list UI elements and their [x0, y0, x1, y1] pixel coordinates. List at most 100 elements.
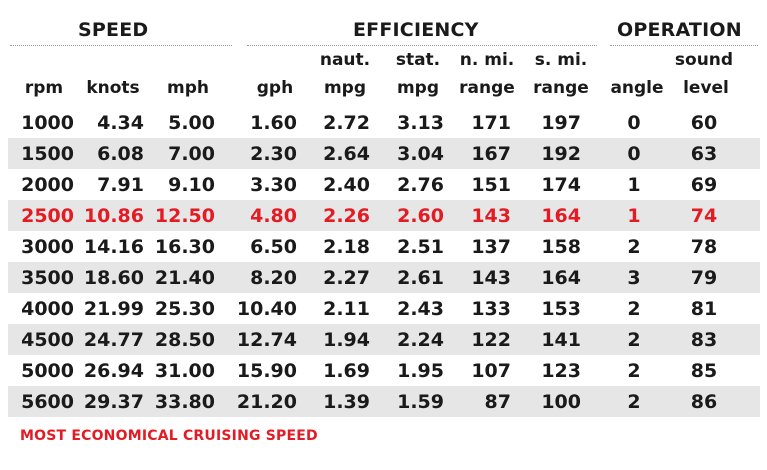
header-stat: stat. — [395, 50, 441, 70]
cell-nmi-range: 122 — [471, 329, 511, 351]
cell-gph: 12.74 — [236, 329, 297, 351]
cell-naut-mpg: 2.40 — [323, 174, 370, 196]
cell-smi-range: 174 — [541, 174, 581, 196]
cell-nmi-range: 171 — [471, 112, 511, 134]
header-rpm: rpm — [24, 78, 64, 98]
cell-gph: 4.80 — [250, 205, 297, 227]
cell-knots: 7.91 — [97, 174, 144, 196]
header-smi: s. mi. — [534, 50, 588, 70]
cell-knots: 10.86 — [83, 205, 144, 227]
cell-nmi-range: 143 — [471, 267, 511, 289]
cell-angle: 2 — [627, 236, 641, 258]
cell-stat-mpg: 2.61 — [397, 267, 444, 289]
cell-sound: 79 — [690, 267, 718, 289]
cell-angle: 2 — [627, 298, 641, 320]
group-title-operation: OPERATION — [617, 19, 742, 41]
cell-mph: 7.00 — [168, 143, 215, 165]
cell-angle: 1 — [627, 205, 641, 227]
cell-gph: 8.20 — [250, 267, 297, 289]
cell-knots: 4.34 — [97, 112, 144, 134]
cell-nmi-range: 133 — [471, 298, 511, 320]
cell-nmi-range: 137 — [471, 236, 511, 258]
cell-smi-range: 158 — [541, 236, 581, 258]
cell-angle: 0 — [627, 112, 641, 134]
header-smi-range: range — [533, 78, 589, 98]
cell-smi-range: 197 — [541, 112, 581, 134]
table-row: 5600 29.37 33.80 21.20 1.39 1.59 87 100 2 86 — [8, 386, 760, 417]
cell-rpm: 1500 — [21, 143, 74, 165]
cell-angle: 2 — [627, 360, 641, 382]
cell-mph: 28.50 — [154, 329, 215, 351]
cell-naut-mpg: 2.64 — [323, 143, 370, 165]
header-mph: mph — [167, 78, 209, 98]
cell-angle: 1 — [627, 174, 641, 196]
table-row: 1000 4.34 5.00 1.60 2.72 3.13 171 197 0 60 — [8, 107, 760, 138]
cell-knots: 29.37 — [83, 391, 144, 413]
table-row: 4500 24.77 28.50 12.74 1.94 2.24 122 141 2 83 — [8, 324, 760, 355]
cell-gph: 3.30 — [250, 174, 297, 196]
table-row: 3500 18.60 21.40 8.20 2.27 2.61 143 164 3 79 — [8, 262, 760, 293]
cell-gph: 15.90 — [236, 360, 297, 382]
table-row: 5000 26.94 31.00 15.90 1.69 1.95 107 123 2 85 — [8, 355, 760, 386]
cell-stat-mpg: 2.43 — [397, 298, 444, 320]
cell-smi-range: 141 — [541, 329, 581, 351]
cell-rpm: 3000 — [21, 236, 74, 258]
cell-naut-mpg: 2.26 — [323, 205, 370, 227]
cell-knots: 24.77 — [83, 329, 144, 351]
cell-rpm: 2500 — [21, 205, 74, 227]
cell-nmi-range: 151 — [471, 174, 511, 196]
table-row-highlighted: 2500 10.86 12.50 4.80 2.26 2.60 143 164 1 74 — [8, 200, 760, 231]
cell-angle: 2 — [627, 329, 641, 351]
cell-smi-range: 153 — [541, 298, 581, 320]
cell-nmi-range: 143 — [471, 205, 511, 227]
header-knots: knots — [86, 78, 140, 98]
cell-sound: 74 — [690, 205, 718, 227]
table-row: 2000 7.91 9.10 3.30 2.40 2.76 151 174 1 69 — [8, 169, 760, 200]
header-stat-mpg: mpg — [396, 78, 440, 98]
cell-smi-range: 192 — [541, 143, 581, 165]
cell-sound: 81 — [690, 298, 718, 320]
cell-mph: 9.10 — [168, 174, 215, 196]
cell-angle: 3 — [627, 267, 641, 289]
header-naut: naut. — [319, 50, 371, 70]
table-row: 1500 6.08 7.00 2.30 2.64 3.04 167 192 0 63 — [8, 138, 760, 169]
cell-rpm: 3500 — [21, 267, 74, 289]
table-row: 3000 14.16 16.30 6.50 2.18 2.51 137 158 2 78 — [8, 231, 760, 262]
header-level: level — [683, 78, 729, 98]
cell-naut-mpg: 2.27 — [323, 267, 370, 289]
cell-naut-mpg: 1.94 — [323, 329, 370, 351]
cell-smi-range: 100 — [541, 391, 581, 413]
cell-sound: 85 — [690, 360, 718, 382]
header-naut-mpg: mpg — [323, 78, 367, 98]
cell-stat-mpg: 3.04 — [397, 143, 444, 165]
table-row: 4000 21.99 25.30 10.40 2.11 2.43 133 153 2 81 — [8, 293, 760, 324]
cell-naut-mpg: 1.69 — [323, 360, 370, 382]
cell-smi-range: 123 — [541, 360, 581, 382]
cell-knots: 14.16 — [83, 236, 144, 258]
cell-naut-mpg: 1.39 — [323, 391, 370, 413]
cell-angle: 2 — [627, 391, 641, 413]
cell-rpm: 4500 — [21, 329, 74, 351]
cell-mph: 5.00 — [168, 112, 215, 134]
cell-sound: 63 — [690, 143, 718, 165]
header-nmi: n. mi. — [459, 50, 515, 70]
cell-sound: 78 — [690, 236, 718, 258]
cell-rpm: 5000 — [21, 360, 74, 382]
cell-rpm: 5600 — [21, 391, 74, 413]
cell-mph: 12.50 — [154, 205, 215, 227]
cell-sound: 83 — [690, 329, 718, 351]
cell-stat-mpg: 3.13 — [397, 112, 444, 134]
cell-stat-mpg: 2.76 — [397, 174, 444, 196]
header-gph: gph — [256, 78, 294, 98]
cell-naut-mpg: 2.11 — [323, 298, 370, 320]
cell-naut-mpg: 2.18 — [323, 236, 370, 258]
cell-gph: 6.50 — [250, 236, 297, 258]
cell-stat-mpg: 2.24 — [397, 329, 444, 351]
group-title-efficiency: EFFICIENCY — [353, 19, 479, 41]
cell-stat-mpg: 1.95 — [397, 360, 444, 382]
footnote-economical-speed: MOST ECONOMICAL CRUISING SPEED — [20, 428, 318, 444]
cell-angle: 0 — [627, 143, 641, 165]
cell-gph: 10.40 — [236, 298, 297, 320]
cell-rpm: 1000 — [21, 112, 74, 134]
cell-stat-mpg: 2.60 — [397, 205, 444, 227]
